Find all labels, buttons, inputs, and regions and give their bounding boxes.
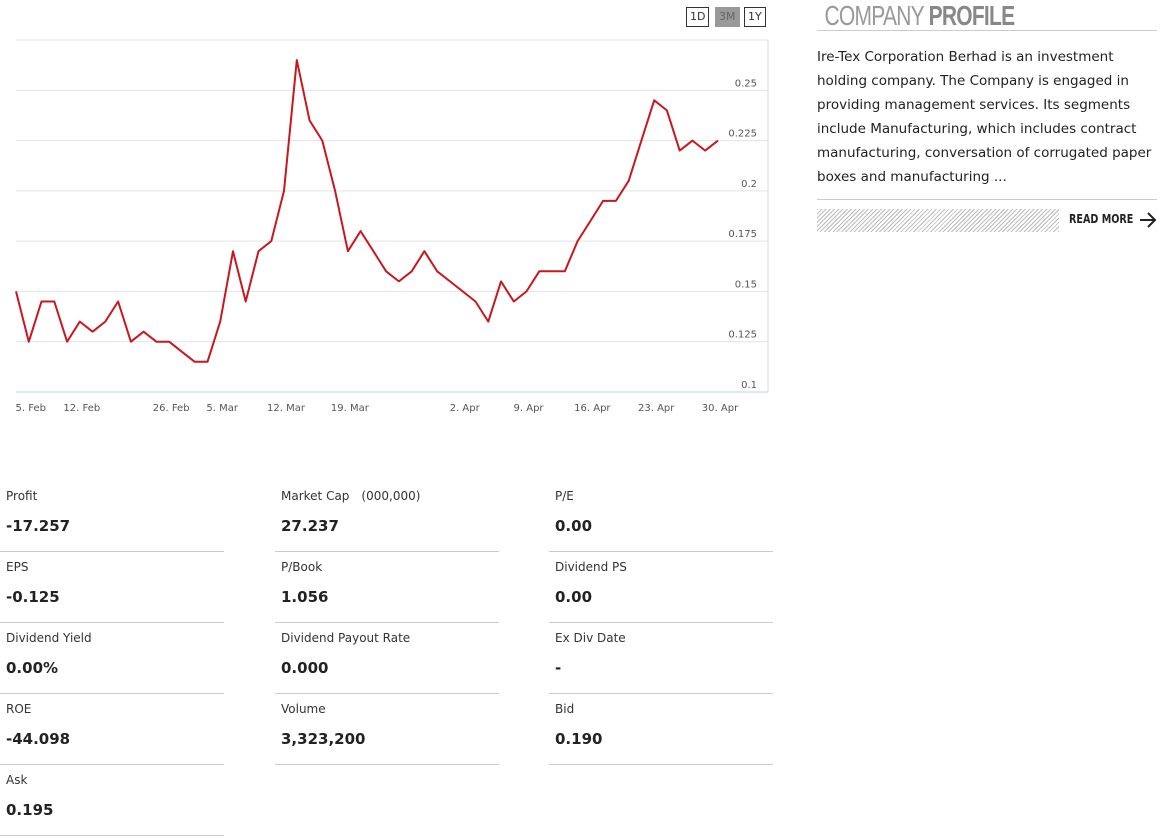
x-tick-label: 2. Apr — [450, 403, 481, 414]
stat: P/E 0.00 — [549, 480, 773, 552]
stat-label-text: P/Book — [281, 560, 323, 574]
stat-label-text: Dividend PS — [555, 560, 627, 574]
y-tick-label: 0.25 — [735, 78, 757, 89]
stat: Ex Div Date - — [549, 622, 773, 694]
x-tick-label: 23. Apr — [638, 403, 675, 414]
profile-title: COMPANY PROFILE — [817, 0, 1072, 31]
stat-value: 1.056 — [281, 588, 329, 606]
stat-value: 0.190 — [555, 730, 603, 748]
stat-value: 27.237 — [281, 517, 339, 535]
title-light: COMPANY — [824, 0, 925, 31]
stat-label-text: Ask — [6, 773, 28, 787]
stat-value: 0.000 — [281, 659, 329, 677]
stat-label: Dividend Payout Rate — [281, 631, 410, 645]
x-tick-label: 12. Feb — [63, 403, 100, 414]
x-tick-label: 30. Apr — [702, 403, 739, 414]
stat-label-text: Dividend Yield — [6, 631, 92, 645]
rule — [817, 30, 1157, 31]
stat-label-text: Profit — [6, 489, 38, 503]
stat-label: Volume — [281, 702, 326, 716]
stat-label: Ex Div Date — [555, 631, 626, 645]
range-button[interactable]: 1D — [686, 7, 710, 27]
y-tick-label: 0.15 — [735, 279, 757, 290]
x-tick-label: 19. Mar — [331, 403, 370, 414]
y-tick-label: 0.125 — [728, 330, 757, 341]
stat-value: -17.257 — [6, 517, 71, 535]
range-button[interactable]: 3M — [715, 7, 740, 27]
stat: Dividend Yield 0.00% — [0, 622, 224, 694]
stat-value: -0.125 — [6, 588, 60, 606]
stat: Dividend Payout Rate 0.000 — [275, 622, 499, 694]
stat: Bid 0.190 — [549, 693, 773, 765]
stat-label-text: Market Cap — [281, 489, 350, 503]
stat-label: Bid — [555, 702, 574, 716]
stat-label-text: Dividend Payout Rate — [281, 631, 411, 645]
x-tick-label: 5. Feb — [16, 403, 46, 414]
stat: P/Book 1.056 — [275, 551, 499, 623]
y-tick-label: 0.1 — [741, 380, 757, 391]
stat-unit: (000,000) — [361, 489, 421, 503]
stat-label-text: Ex Div Date — [555, 631, 626, 645]
stat-value: 0.195 — [6, 801, 54, 819]
stat-label-text: Bid — [555, 702, 575, 716]
stat: Market Cap (000,000) 27.237 — [275, 480, 499, 552]
stat-value: 3,323,200 — [281, 730, 366, 748]
rule — [817, 199, 1157, 200]
company-profile: COMPANY PROFILE Ire-Tex Corporation Berh… — [817, 0, 1157, 232]
stat-label: EPS — [6, 560, 28, 574]
title-bold: PROFILE — [928, 0, 1016, 31]
x-tick-label: 16. Apr — [574, 403, 611, 414]
y-tick-label: 0.2 — [741, 179, 757, 190]
stat-label: Profit — [6, 489, 37, 503]
stat-label: Ask — [6, 773, 27, 787]
stat: Profit -17.257 — [0, 480, 224, 552]
stat-value: 0.00 — [555, 517, 593, 535]
stat: Dividend PS 0.00 — [549, 551, 773, 623]
stat: EPS -0.125 — [0, 551, 224, 623]
stat-value: 0.00 — [555, 588, 593, 606]
stat: Ask 0.195 — [0, 764, 224, 836]
stat-label-text: P/E — [555, 489, 574, 503]
arrow-icon[interactable] — [1139, 210, 1157, 230]
x-tick-label: 5. Mar — [206, 403, 238, 414]
stat-label-text: EPS — [6, 560, 29, 574]
stat-label: Dividend PS — [555, 560, 627, 574]
y-tick-label: 0.175 — [728, 229, 757, 240]
y-tick-label: 0.225 — [728, 129, 757, 140]
stat-value: 0.00% — [6, 659, 59, 677]
stat-label: P/E — [555, 489, 574, 503]
stat-label: Market Cap (000,000) — [281, 489, 420, 503]
stat-label: Dividend Yield — [6, 631, 92, 645]
read-more[interactable]: READ MORE — [1069, 212, 1134, 226]
x-tick-label: 9. Apr — [514, 403, 545, 414]
x-tick-label: 12. Mar — [267, 403, 306, 414]
stat: ROE -44.098 — [0, 693, 224, 765]
hatch-bar — [817, 209, 1059, 232]
chart: 0.1 0.125 0.15 0.175 0.2 0.225 0.25 5. Feb 12. F… — [15, 39, 769, 414]
price-line — [15, 59, 719, 363]
stat-value: - — [555, 659, 562, 677]
stat: Volume 3,323,200 — [275, 693, 499, 765]
profile-text: Ire-Tex Corporation Berhad is an investm… — [817, 49, 1152, 185]
stat-label: P/Book — [281, 560, 322, 574]
stat-label: ROE — [6, 702, 31, 716]
range-button[interactable]: 1Y — [744, 7, 766, 27]
stat-value: -44.098 — [6, 730, 71, 748]
x-tick-label: 26. Feb — [153, 403, 190, 414]
stat-label-text: ROE — [6, 702, 32, 716]
stat-label-text: Volume — [281, 702, 326, 716]
